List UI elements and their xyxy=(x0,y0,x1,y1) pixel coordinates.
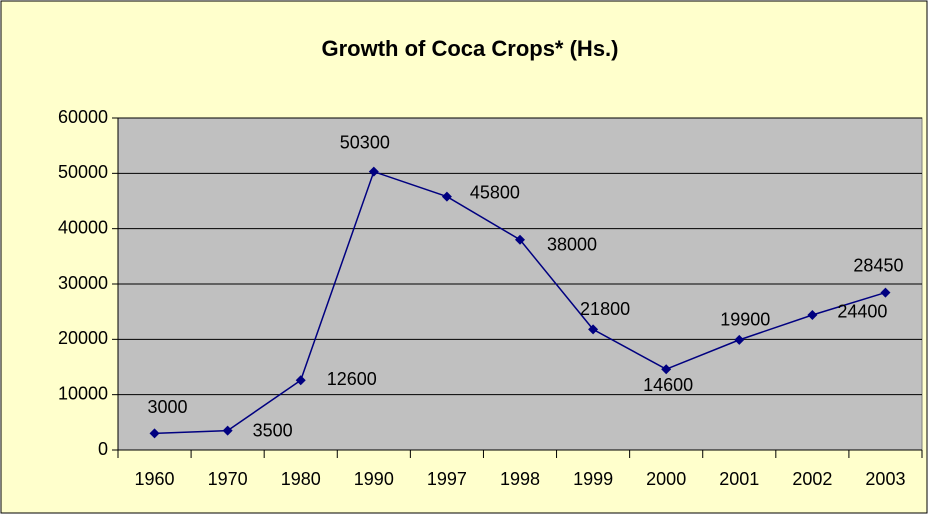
x-tick-label: 1999 xyxy=(573,469,613,489)
data-label: 14600 xyxy=(643,375,693,395)
data-label: 28450 xyxy=(853,255,903,275)
data-label: 19900 xyxy=(720,310,770,330)
chart-title: Growth of Coca Crops* (Hs.) xyxy=(321,36,618,61)
x-tick-label: 1970 xyxy=(208,469,248,489)
data-label: 21800 xyxy=(580,299,630,319)
data-point xyxy=(222,425,233,436)
data-point xyxy=(880,287,891,298)
x-tick-label: 1990 xyxy=(354,469,394,489)
y-tick-label: 50000 xyxy=(58,162,108,182)
x-tick-label: 1980 xyxy=(281,469,321,489)
x-tick-label: 2000 xyxy=(646,469,686,489)
y-tick-label: 40000 xyxy=(58,217,108,237)
data-point xyxy=(149,428,160,439)
data-point xyxy=(295,375,306,386)
data-label: 24400 xyxy=(837,302,887,322)
x-tick-label: 2001 xyxy=(719,469,759,489)
x-tick-label: 2002 xyxy=(792,469,832,489)
data-point xyxy=(368,166,379,177)
y-tick-label: 10000 xyxy=(58,383,108,403)
data-point xyxy=(734,334,745,345)
data-point xyxy=(807,309,818,320)
data-point xyxy=(515,234,525,245)
y-tick-label: 0 xyxy=(98,439,108,459)
x-tick-label: 1998 xyxy=(500,469,540,489)
y-tick-label: 20000 xyxy=(58,328,108,348)
data-label: 3000 xyxy=(148,397,188,417)
data-point xyxy=(588,324,599,335)
y-tick-label: 60000 xyxy=(58,107,108,127)
x-tick-label: 1997 xyxy=(427,469,467,489)
data-point xyxy=(441,191,452,202)
data-label: 38000 xyxy=(547,234,597,254)
data-label: 3500 xyxy=(253,420,293,440)
data-label: 45800 xyxy=(470,182,520,202)
x-tick-label: 1960 xyxy=(135,469,175,489)
x-tick-label: 2003 xyxy=(865,469,905,489)
y-tick-label: 30000 xyxy=(58,273,108,293)
data-label: 12600 xyxy=(327,369,377,389)
data-point xyxy=(661,364,672,375)
data-label: 50300 xyxy=(340,132,390,152)
